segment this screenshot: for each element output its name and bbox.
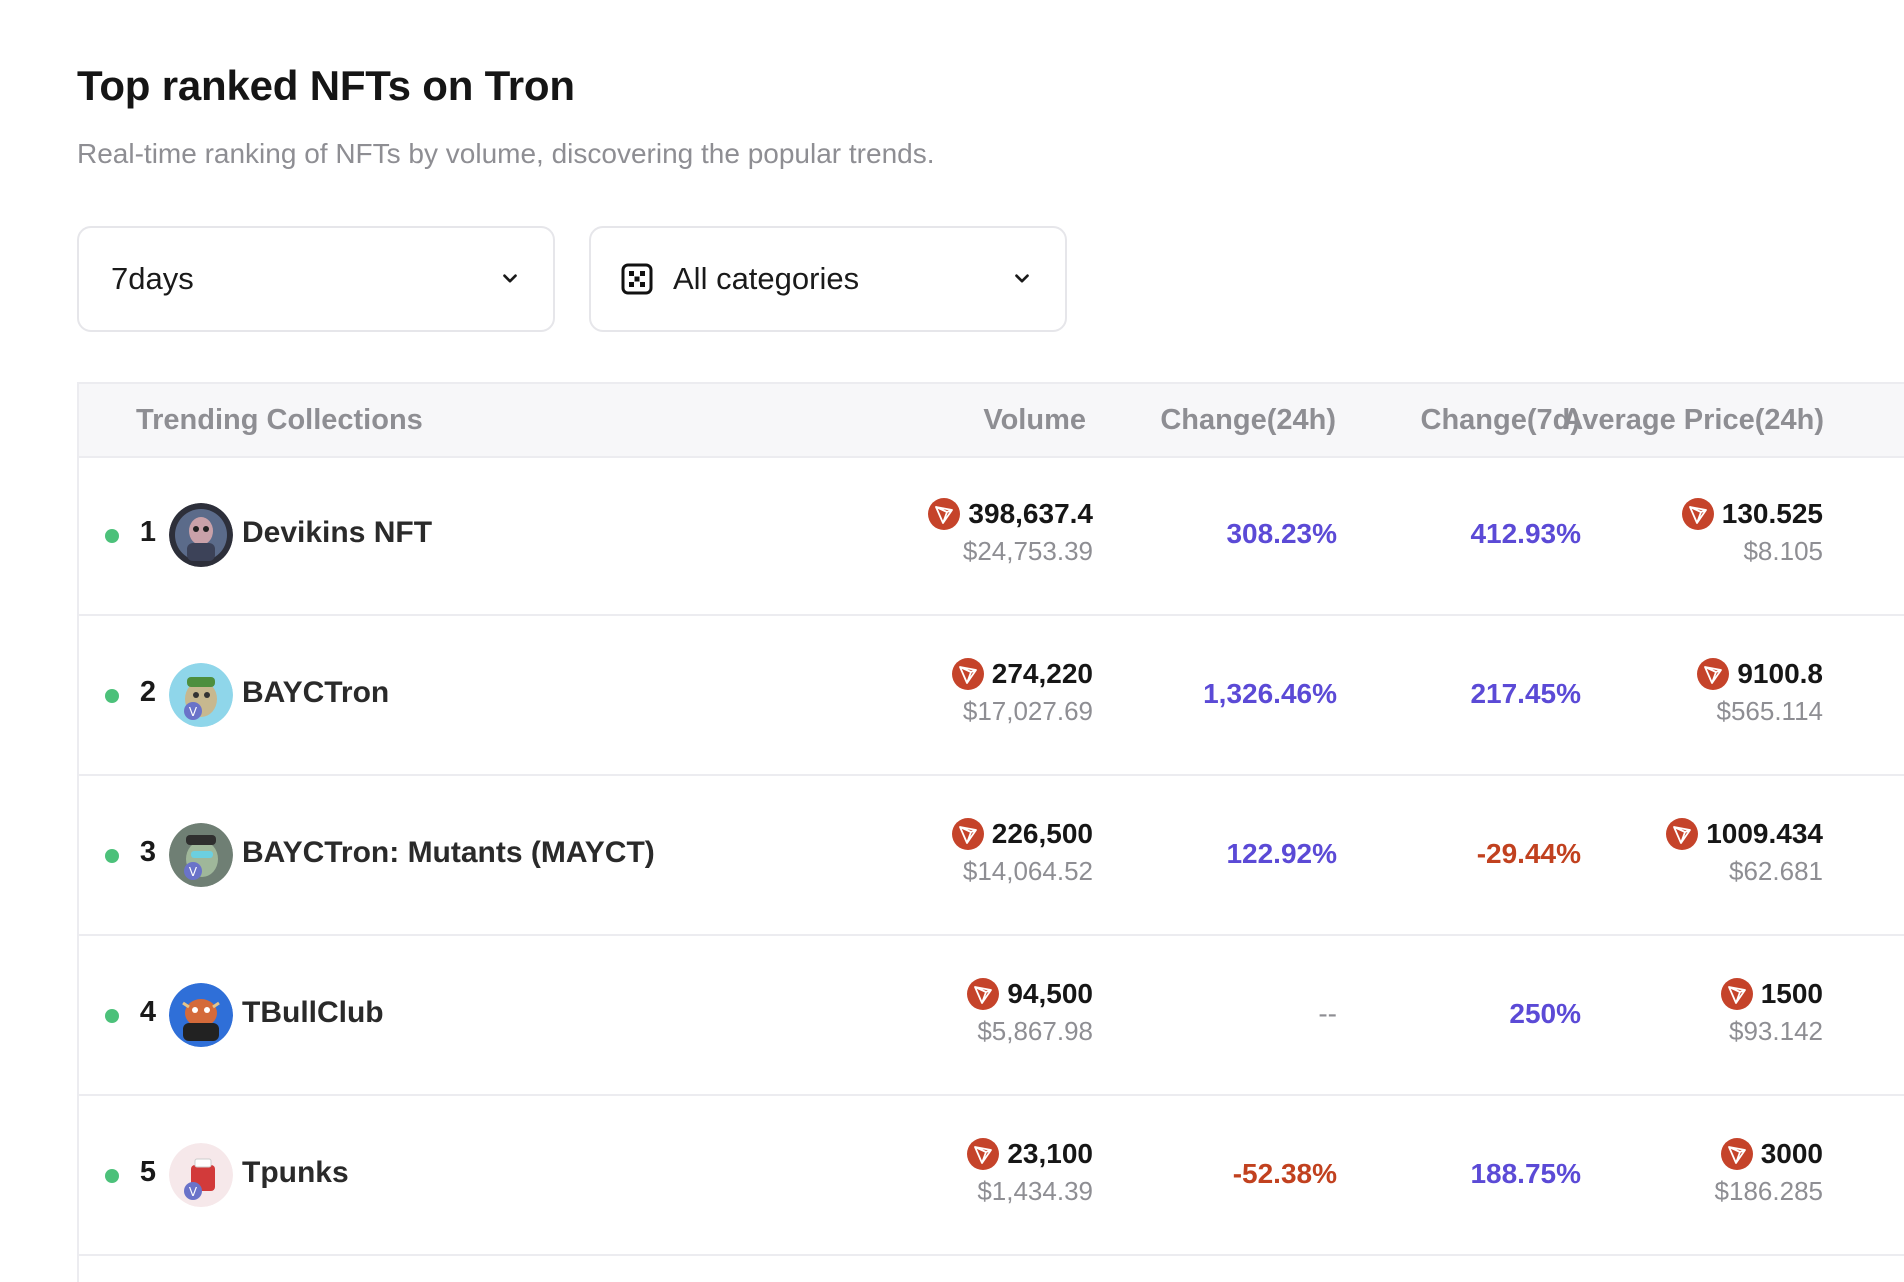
collection-avatar [169,983,233,1047]
change-7d: 250% [1509,998,1581,1029]
change-7d: 217.45% [1470,678,1581,709]
average-price-cell: 130.525 $8.105 [1681,498,1823,567]
average-price-trx: 130.525 [1721,498,1823,529]
volume-usd: $24,753.39 [962,536,1093,566]
collection-avatar: V [169,823,233,887]
collection-name[interactable]: BAYCTron [242,676,390,709]
svg-text:V: V [189,865,198,879]
column-header-change-24h[interactable]: Change(24h) [1160,404,1336,436]
average-price-usd: $186.285 [1714,1176,1823,1206]
rank: 5 [139,1156,157,1188]
rank: 2 [139,676,157,708]
change-24h: -- [1318,998,1337,1029]
column-header-average-price[interactable]: Average Price(24h) [1562,404,1824,436]
change-24h: 1,326.46% [1203,678,1337,709]
trx-icon [951,658,984,690]
average-price-trx: 3000 [1760,1138,1823,1169]
average-price-cell: 1500 $93.142 [1720,978,1823,1047]
table-row[interactable]: 2 V BAYCTron 274,220 $17,027.69 1,326.46… [79,616,1904,776]
change-24h: 122.92% [1226,838,1337,869]
trx-icon [951,818,984,850]
categories-icon [621,263,653,295]
average-price-usd: $93.142 [1729,1016,1823,1046]
category-dropdown[interactable]: All categories [589,226,1067,332]
chevron-down-icon [503,274,517,283]
average-price-trx: 9100.8 [1737,658,1823,689]
collection-avatar: V [169,1143,233,1207]
status-dot [105,529,119,543]
table-row[interactable]: 3 V BAYCTron: Mutants (MAYCT) 226,500 $1… [79,776,1904,936]
chevron-down-icon [1015,274,1029,283]
average-price-usd: $8.105 [1743,536,1823,566]
rank: 3 [139,836,157,868]
average-price-cell: 3000 $186.285 [1715,1138,1823,1207]
volume-cell: 398,637.4 $24,753.39 [928,498,1093,567]
svg-text:V: V [189,1185,198,1199]
period-dropdown[interactable]: 7days [77,226,555,332]
table-row[interactable]: 4 TBullClub 94,500 $5,867.98 -- 250% 150… [79,936,1904,1096]
volume-trx: 274,220 [991,658,1093,689]
trx-icon [1697,658,1730,690]
change-7d: 188.75% [1470,1158,1581,1189]
change-7d: 412.93% [1470,518,1581,549]
volume-usd: $5,867.98 [977,1016,1093,1046]
trx-icon [1681,498,1714,530]
period-value: 7days [111,261,194,296]
trx-icon [1720,1138,1753,1170]
volume-trx: 94,500 [1007,978,1093,1009]
column-header-change-7d[interactable]: Change(7d) [1420,404,1581,436]
column-header-collections[interactable]: Trending Collections [136,404,423,436]
collection-avatar [169,503,233,567]
change-7d: -29.44% [1476,838,1581,869]
average-price-usd: $62.681 [1729,856,1823,886]
volume-trx: 398,637.4 [968,498,1093,529]
volume-usd: $17,027.69 [962,696,1093,726]
status-dot [105,1169,119,1183]
page-title: Top ranked NFTs on Tron [77,62,575,109]
category-value: All categories [673,261,860,296]
page-subtitle: Real-time ranking of NFTs by volume, dis… [77,138,935,169]
status-dot [105,1009,119,1023]
svg-text:V: V [189,705,198,719]
collection-avatar: V [169,663,233,727]
change-24h: -52.38% [1232,1158,1337,1189]
trx-icon [928,498,961,530]
volume-trx: 226,500 [991,818,1093,849]
collection-name[interactable]: Tpunks [242,1156,349,1189]
trx-icon [967,978,1000,1010]
volume-cell: 94,500 $5,867.98 [967,978,1093,1047]
status-dot [105,689,119,703]
column-header-volume[interactable]: Volume [983,404,1086,436]
rank: 4 [139,996,157,1028]
status-dot [105,849,119,863]
average-price-trx: 1500 [1760,978,1823,1009]
volume-cell: 226,500 $14,064.52 [951,818,1093,887]
table-header: Trending Collections Volume Change(24h) … [79,384,1904,458]
volume-cell: 274,220 $17,027.69 [951,658,1093,727]
average-price-trx: 1009.434 [1706,818,1823,849]
table-row[interactable]: 1 Devikins NFT 398,637.4 $24,753.39 308.… [79,456,1904,616]
change-24h: 308.23% [1226,518,1337,549]
collection-name[interactable]: Devikins NFT [242,516,433,549]
trx-icon [1666,818,1699,850]
volume-cell: 23,100 $1,434.39 [967,1138,1093,1207]
average-price-cell: 9100.8 $565.114 [1697,658,1823,727]
average-price-usd: $565.114 [1716,696,1823,726]
rank: 1 [139,516,157,548]
volume-trx: 23,100 [1007,1138,1093,1169]
collection-name[interactable]: TBullClub [242,996,384,1029]
ranking-table: Trending Collections Volume Change(24h) … [77,382,1904,1282]
table-row[interactable]: 5 V Tpunks 23,100 $1,434.39 -52.38% 188.… [79,1096,1904,1256]
average-price-cell: 1009.434 $62.681 [1666,818,1823,887]
volume-usd: $1,434.39 [977,1176,1093,1206]
collection-name[interactable]: BAYCTron: Mutants (MAYCT) [242,836,655,869]
volume-usd: $14,064.52 [962,856,1093,886]
trx-icon [1720,978,1753,1010]
trx-icon [967,1138,1000,1170]
